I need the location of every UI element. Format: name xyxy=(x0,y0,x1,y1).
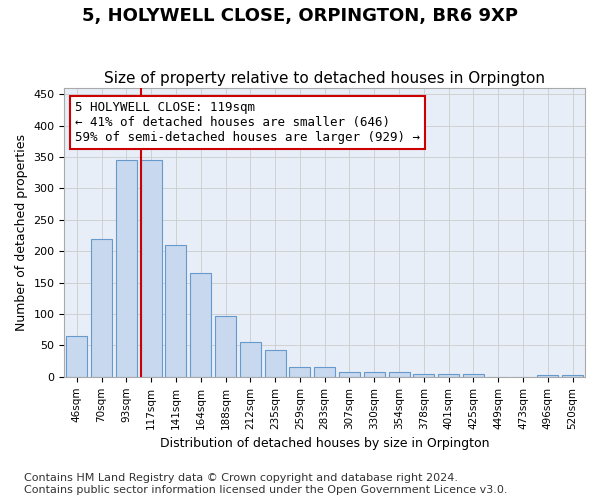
Bar xyxy=(190,273,211,377)
Bar xyxy=(66,336,88,377)
Bar xyxy=(562,375,583,377)
Text: 5, HOLYWELL CLOSE, ORPINGTON, BR6 9XP: 5, HOLYWELL CLOSE, ORPINGTON, BR6 9XP xyxy=(82,8,518,26)
Bar xyxy=(364,372,385,377)
X-axis label: Distribution of detached houses by size in Orpington: Distribution of detached houses by size … xyxy=(160,437,490,450)
Bar xyxy=(413,374,434,377)
Bar xyxy=(537,375,559,377)
Bar xyxy=(389,372,410,377)
Bar xyxy=(265,350,286,377)
Bar xyxy=(116,160,137,377)
Bar xyxy=(463,374,484,377)
Bar xyxy=(166,245,187,377)
Bar xyxy=(215,316,236,377)
Bar xyxy=(339,372,360,377)
Bar xyxy=(91,238,112,377)
Bar xyxy=(240,342,261,377)
Bar xyxy=(438,374,459,377)
Title: Size of property relative to detached houses in Orpington: Size of property relative to detached ho… xyxy=(104,70,545,86)
Bar xyxy=(289,368,310,377)
Bar xyxy=(314,368,335,377)
Bar xyxy=(140,160,162,377)
Text: Contains HM Land Registry data © Crown copyright and database right 2024.
Contai: Contains HM Land Registry data © Crown c… xyxy=(24,474,508,495)
Text: 5 HOLYWELL CLOSE: 119sqm
← 41% of detached houses are smaller (646)
59% of semi-: 5 HOLYWELL CLOSE: 119sqm ← 41% of detach… xyxy=(75,101,420,144)
Y-axis label: Number of detached properties: Number of detached properties xyxy=(15,134,28,331)
